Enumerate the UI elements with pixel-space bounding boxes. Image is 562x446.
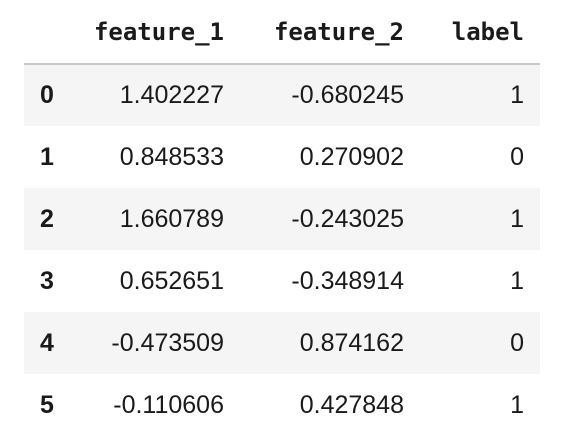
table-row: 4 -0.473509 0.874162 0 [24, 312, 540, 374]
table-row: 2 1.660789 -0.243025 1 [24, 188, 540, 250]
table-row: 0 1.402227 -0.680245 1 [24, 64, 540, 126]
cell-feature-1: 0.652651 [119, 266, 224, 295]
cell-feature-2: 0.270902 [299, 142, 404, 171]
column-header-label: label [451, 17, 524, 46]
cell-feature-2: 0.427848 [299, 390, 404, 419]
row-index: 2 [40, 204, 54, 233]
cell-label: 1 [510, 204, 524, 233]
cell-feature-1: -0.473509 [111, 328, 224, 357]
cell-feature-1: 1.660789 [119, 204, 224, 233]
row-index: 3 [40, 266, 54, 295]
row-index: 5 [40, 390, 54, 419]
cell-feature-2: -0.348914 [291, 266, 404, 295]
column-header-feature-2: feature_2 [273, 17, 404, 46]
table-row: 3 0.652651 -0.348914 1 [24, 250, 540, 312]
table-row: 1 0.848533 0.270902 0 [24, 126, 540, 188]
dataframe-table: feature_1 feature_2 label 0 1.402227 -0.… [24, 0, 540, 436]
cell-label: 0 [510, 142, 524, 171]
cell-feature-1: 0.848533 [119, 142, 224, 171]
index-header [24, 0, 82, 64]
cell-label: 0 [510, 328, 524, 357]
cell-feature-2: -0.243025 [291, 204, 404, 233]
cell-feature-2: -0.680245 [291, 81, 404, 109]
cell-label: 1 [510, 81, 524, 109]
cell-label: 1 [510, 390, 524, 419]
header-row: feature_1 feature_2 label [24, 0, 540, 64]
row-index: 4 [40, 328, 54, 357]
cell-feature-2: 0.874162 [299, 328, 404, 357]
dataframe-output: feature_1 feature_2 label 0 1.402227 -0.… [24, 0, 540, 436]
cell-label: 1 [510, 266, 524, 295]
cell-feature-1: -0.110606 [113, 390, 224, 419]
table-row: 5 -0.110606 0.427848 1 [24, 374, 540, 436]
row-index: 0 [40, 81, 54, 109]
column-header-feature-1: feature_1 [93, 17, 224, 46]
row-index: 1 [40, 142, 54, 171]
cell-feature-1: 1.402227 [119, 81, 224, 109]
